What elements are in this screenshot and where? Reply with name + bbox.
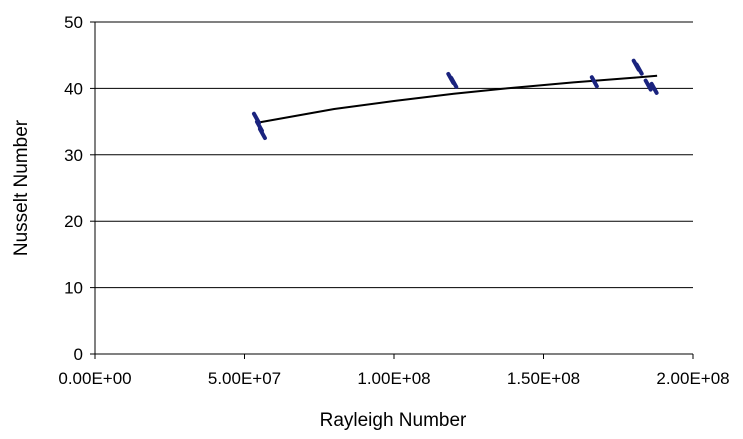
y-axis-title: Nusselt Number [11,119,32,256]
y-tick-label: 50 [64,13,83,32]
data-point [589,75,599,89]
y-tick-label: 30 [64,146,83,165]
x-tick-label: 0.00E+00 [58,369,131,388]
data-point [643,78,653,92]
data-point [634,62,644,76]
trendline-layer [256,74,658,124]
y-tick-label: 40 [64,79,83,98]
x-ticks: 0.00E+00 5.00E+07 1.00E+08 1.50E+08 2.00E+08 [58,354,730,388]
y-ticks: 0 10 20 30 40 50 [64,13,95,364]
y-tick-label: 0 [74,345,83,364]
x-tick-label: 1.00E+08 [357,369,430,388]
y-tick-label: 10 [64,279,83,298]
trendline [256,74,658,124]
x-tick-label: 1.50E+08 [507,369,580,388]
data-point [257,127,267,141]
x-tick-label: 2.00E+08 [656,369,729,388]
axes [94,22,693,355]
data-markers [251,58,659,141]
y-tick-label: 20 [64,212,83,231]
x-axis-title: Rayleigh Number [320,410,467,431]
gridlines [95,21,693,289]
data-point [449,75,459,89]
data-point [649,81,659,95]
x-tick-label: 5.00E+07 [208,369,281,388]
